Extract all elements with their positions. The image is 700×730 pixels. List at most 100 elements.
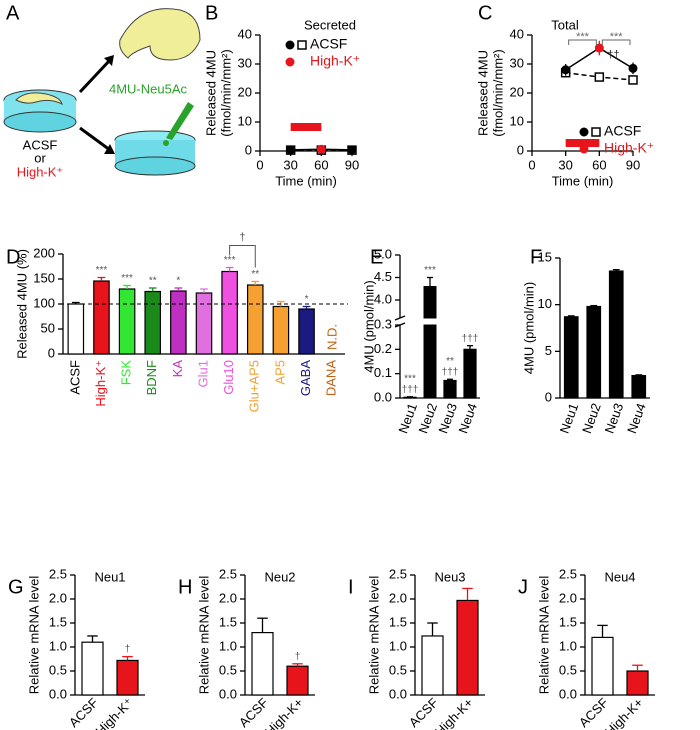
bar bbox=[463, 348, 477, 399]
stimulus-bar bbox=[565, 139, 600, 147]
chart-title: Total bbox=[551, 17, 579, 32]
x-tick-label: 90 bbox=[345, 157, 359, 172]
y-tick-label: 30 bbox=[510, 55, 524, 70]
y-tick-label: 0.5 bbox=[559, 662, 577, 677]
chart-title: Neu1 bbox=[94, 569, 125, 584]
y-tick-label: 100 bbox=[33, 295, 55, 310]
x-tick-label: Neu2 bbox=[579, 401, 604, 435]
y-axis-label: (fmol/min/mm²) bbox=[218, 49, 233, 136]
panel-letter: A bbox=[6, 2, 20, 24]
y-tick-label: 4.0 bbox=[374, 291, 392, 306]
y-tick-label: 0.3 bbox=[374, 316, 392, 331]
significance: ††† bbox=[442, 367, 459, 378]
y-tick-label: 0.5 bbox=[219, 662, 237, 677]
label: ACSF bbox=[23, 137, 58, 152]
x-tick-label: 0 bbox=[256, 157, 263, 172]
x-tick-label: High-K+ bbox=[432, 695, 476, 730]
point bbox=[561, 65, 571, 75]
significance: ** bbox=[149, 276, 157, 287]
x-tick-label: Neu3 bbox=[602, 401, 627, 435]
point bbox=[594, 72, 605, 82]
bar bbox=[423, 324, 437, 399]
dish bbox=[114, 156, 196, 176]
bar bbox=[423, 286, 437, 319]
x-tick-label: High-K⁺ bbox=[93, 360, 108, 407]
bar bbox=[195, 292, 213, 355]
x-tick-label: 60 bbox=[314, 157, 328, 172]
annotation: *** bbox=[610, 31, 624, 43]
label: High-K⁺ bbox=[17, 164, 64, 179]
y-axis-label: 4MU (pmol/min) bbox=[361, 280, 376, 372]
significance: * bbox=[176, 276, 180, 287]
bar bbox=[81, 641, 104, 696]
panel-a: A ACSF or High-K⁺ 4MU-Neu5Ac bbox=[3, 2, 201, 179]
y-tick-label: 0.0 bbox=[389, 686, 407, 701]
x-tick-label: Neu1 bbox=[557, 401, 582, 435]
y-axis-label: (fmol/min/mm²) bbox=[490, 49, 505, 136]
y-tick-label: 1.0 bbox=[559, 638, 577, 653]
x-tick-label: 30 bbox=[283, 157, 297, 172]
axis-break bbox=[394, 315, 406, 321]
x-tick-label: High-K+ bbox=[262, 695, 306, 730]
significance: *** bbox=[404, 373, 416, 384]
hippocampus bbox=[119, 8, 201, 61]
bar bbox=[456, 599, 479, 696]
arrow bbox=[79, 126, 111, 152]
y-tick-label: 10 bbox=[538, 296, 552, 311]
x-tick-label: GABA bbox=[298, 360, 313, 396]
significance: ** bbox=[446, 356, 454, 367]
panel-letter: F bbox=[530, 246, 542, 268]
y-tick-label: 0.0 bbox=[49, 686, 67, 701]
bar bbox=[443, 379, 457, 399]
x-tick-label: 0 bbox=[528, 157, 535, 172]
y-tick-label: 0.1 bbox=[374, 365, 392, 380]
y-tick-label: 2.0 bbox=[559, 590, 577, 605]
panel-letter: E bbox=[370, 246, 383, 268]
y-tick-label: 0 bbox=[545, 389, 552, 404]
annotation: †† bbox=[607, 49, 619, 61]
chart-title: Neu2 bbox=[264, 569, 295, 584]
y-tick-label: 15 bbox=[538, 249, 552, 264]
point bbox=[628, 63, 638, 73]
y-tick-label: 1.0 bbox=[389, 638, 407, 653]
x-tick-label: Glu+AP5 bbox=[247, 360, 262, 412]
x-tick-label: Neu4 bbox=[624, 401, 649, 435]
y-tick-label: 5.0 bbox=[374, 246, 392, 261]
y-tick-label: 30 bbox=[238, 55, 252, 70]
y-axis-label: Relative mRNA level bbox=[26, 576, 41, 695]
y-tick-label: 1.5 bbox=[559, 614, 577, 629]
y-tick-label: 2.5 bbox=[219, 566, 237, 581]
y-tick-label: 10 bbox=[510, 113, 524, 128]
point bbox=[316, 144, 326, 154]
panel-letter: G bbox=[8, 576, 24, 598]
y-tick-label: 1.0 bbox=[219, 638, 237, 653]
panel-letter: I bbox=[348, 576, 354, 598]
y-tick-label: 0.2 bbox=[374, 341, 392, 356]
bar bbox=[93, 280, 110, 355]
bar bbox=[563, 316, 579, 399]
y-tick-label: 1.0 bbox=[49, 638, 67, 653]
bar bbox=[631, 375, 647, 399]
bar bbox=[144, 290, 162, 355]
y-tick-label: 50 bbox=[41, 320, 55, 335]
bar bbox=[591, 636, 614, 696]
y-tick-label: 5 bbox=[545, 343, 552, 358]
bar bbox=[626, 670, 649, 696]
significance: *** bbox=[121, 273, 133, 284]
chart-title: Secreted bbox=[304, 17, 356, 32]
y-axis-label: Released 4MU bbox=[475, 50, 490, 136]
y-axis-label: Released 4MU bbox=[203, 50, 218, 136]
x-tick-label: Glu1 bbox=[195, 360, 210, 387]
x-tick-label: 90 bbox=[626, 157, 640, 172]
x-tick-label: AP5 bbox=[272, 360, 287, 385]
y-tick-label: 2.0 bbox=[49, 590, 67, 605]
x-tick-label: FSK bbox=[119, 360, 134, 386]
legend-label: ACSF bbox=[604, 123, 641, 139]
arrow-head bbox=[104, 144, 115, 154]
y-tick-label: 0.5 bbox=[49, 662, 67, 677]
chart-title: Neu3 bbox=[434, 569, 465, 584]
significance: † bbox=[295, 651, 301, 662]
x-axis-label: Time (min) bbox=[552, 173, 614, 188]
arrow-head bbox=[104, 55, 114, 66]
